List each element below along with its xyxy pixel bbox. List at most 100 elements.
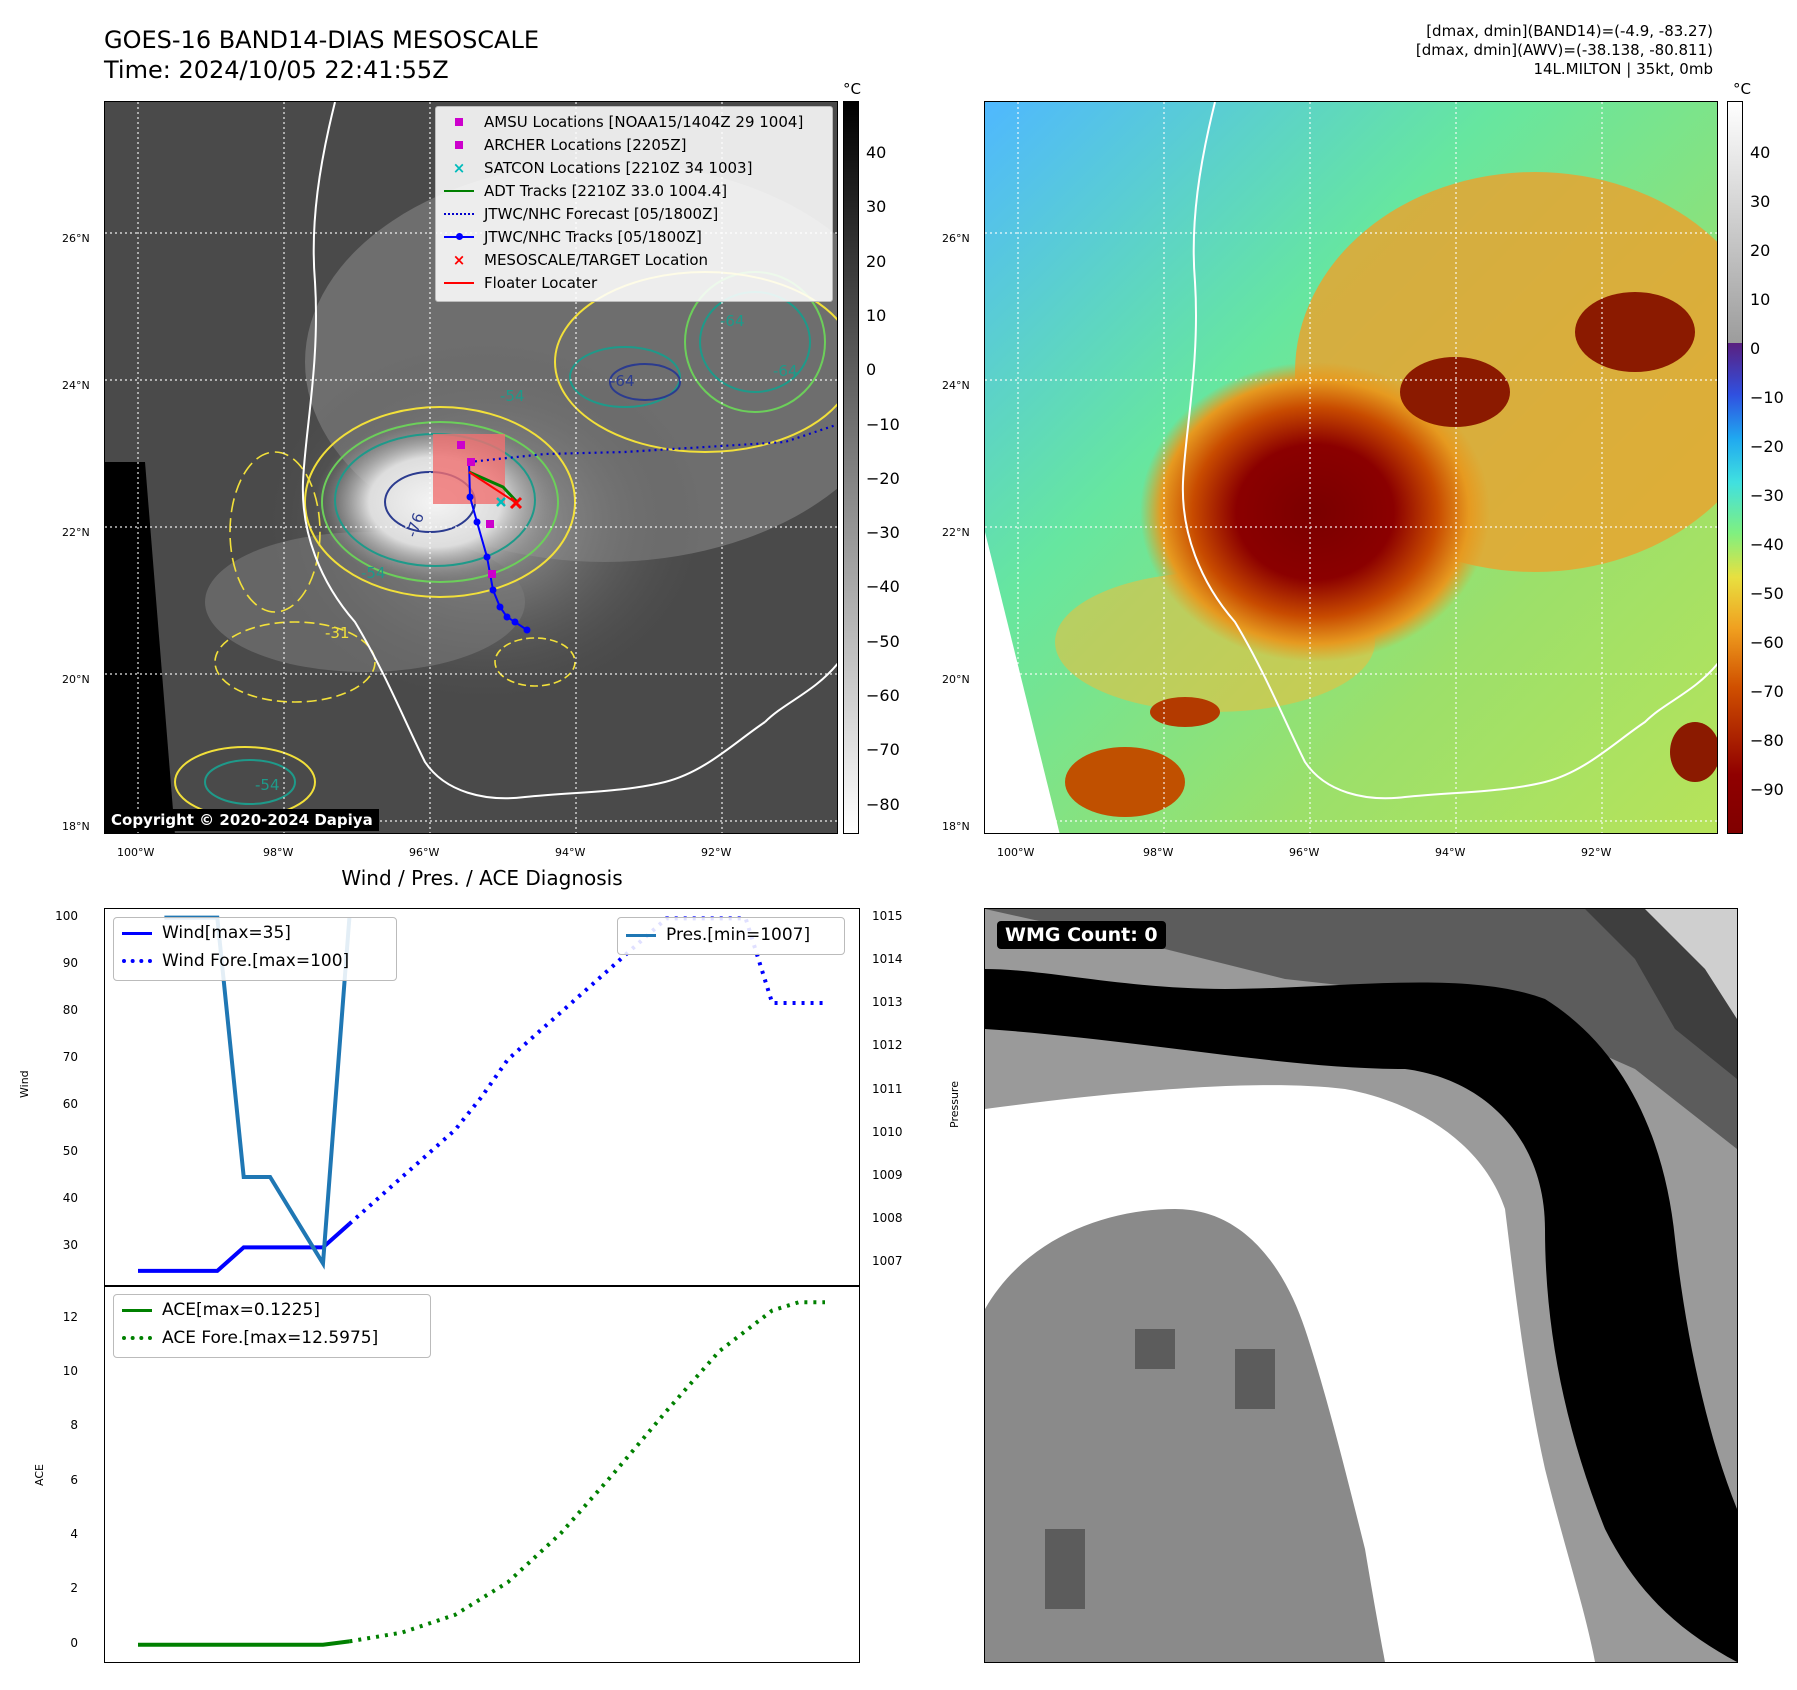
legend-item: AMSU Locations [NOAA15/1404Z 29 1004]: [444, 111, 803, 133]
ace-y-tick-label: 4: [70, 1527, 78, 1541]
colorbar-tick-label: −50: [1750, 584, 1784, 603]
wind-y-tick-label: 30: [62, 1238, 78, 1253]
wind-pressure-chart: Wind[max=35] Wind Fore.[max=100] Pres.[m…: [104, 908, 860, 1287]
contour-label: -31: [325, 624, 350, 642]
colorbar-tick-label: −70: [866, 740, 900, 760]
colorbar-tick-label: 40: [866, 143, 887, 162]
band14-map: -76 -54 -31 -64 -64 -54 -64 -54 AMSU Loc…: [104, 101, 838, 834]
wmg-panel: WMG Count: 0: [984, 908, 1738, 1663]
colorbar-tick-label: 30: [1750, 192, 1771, 211]
wind-y-tick-label: 50: [62, 1144, 78, 1159]
lon-tick-label: 92°W: [701, 846, 732, 859]
lat-tick-label: 24°N: [62, 379, 90, 392]
pressure-y-tick-label: 1010: [872, 1124, 903, 1139]
contour-label: -64: [773, 362, 798, 380]
lat-tick-label: 20°N: [942, 673, 970, 686]
colorbar-tick-label: −30: [866, 523, 900, 543]
diagnosis-title: Wind / Pres. / ACE Diagnosis: [341, 866, 623, 890]
colorbar-tick-label: −30: [1750, 486, 1784, 505]
legend-item: JTWC/NHC Tracks [05/1800Z]: [444, 226, 702, 248]
wmg-imagery: [985, 909, 1737, 1662]
wind-y-tick-label: 60: [62, 1097, 78, 1112]
wind-ylabel: Wind: [18, 1070, 31, 1098]
pressure-y-tick-label: 1013: [872, 995, 903, 1010]
colorbar-tick-label: 0: [1750, 339, 1761, 358]
pressure-y-tick-label: 1008: [872, 1211, 903, 1226]
colorbar-tick-label: −80: [866, 794, 900, 814]
wind-series-line: [138, 1222, 351, 1273]
colorbar-tick-label: −90: [1750, 780, 1784, 799]
left-colorbar-unit: °C: [843, 80, 861, 98]
pressure-legend: Pres.[min=1007]: [617, 917, 845, 955]
storm-info: 14L.MILTON | 35kt, 0mb: [1533, 60, 1713, 78]
left-colorbar: [843, 101, 859, 834]
pressure-y-tick-label: 1015: [872, 908, 903, 923]
wind-y-tick-label: 40: [62, 1191, 78, 1206]
ace-y-tick-label: 2: [70, 1581, 78, 1596]
colorbar-tick-label: −60: [1750, 633, 1784, 652]
pressure-ylabel: Pressure: [948, 1081, 961, 1128]
lat-tick-label: 18°N: [942, 820, 970, 833]
contour-label: -54: [361, 564, 386, 582]
contour-label: -54: [500, 387, 525, 405]
copyright-badge: Copyright © 2020-2024 Dapiya: [105, 809, 379, 831]
colorbar-tick-label: −20: [866, 468, 900, 488]
wmg-count-badge: WMG Count: 0: [997, 921, 1166, 949]
lat-tick-label: 22°N: [942, 526, 970, 539]
ace-series-line: [138, 1639, 350, 1647]
pressure-y-tick-label: 1011: [872, 1081, 903, 1096]
lon-tick-label: 100°W: [117, 846, 155, 859]
colorbar-tick-label: −60: [866, 686, 900, 705]
ace-y-tick-label: 10: [62, 1363, 78, 1378]
awv-imagery: [985, 102, 1717, 833]
lon-tick-label: 96°W: [1289, 846, 1320, 859]
figure-time: Time: 2024/10/05 22:41:55Z: [104, 56, 449, 84]
colorbar-tick-label: 30: [866, 197, 887, 217]
colorbar-tick-label: −50: [866, 631, 900, 651]
colorbar-tick-label: −80: [1750, 731, 1784, 750]
legend-item: ADT Tracks [2210Z 33.0 1004.4]: [444, 180, 727, 202]
legend-item: Wind[max=35]: [122, 922, 291, 944]
colorbar-tick-label: 20: [1750, 241, 1771, 260]
ace-legend: ACE[max=0.1225] ACE Fore.[max=12.5975]: [113, 1294, 431, 1358]
band14-range: [dmax, dmin](BAND14)=(-4.9, -83.27): [1426, 22, 1713, 40]
lat-tick-label: 20°N: [62, 673, 90, 686]
contour-label: -64: [610, 372, 635, 390]
lon-tick-label: 98°W: [263, 846, 294, 859]
lon-tick-label: 94°W: [555, 846, 586, 859]
legend-item: ARCHER Locations [2205Z]: [444, 134, 687, 156]
contour-label: -54: [255, 776, 280, 794]
figure-title: GOES-16 BAND14-DIAS MESOSCALE: [104, 26, 540, 54]
ace-y-tick-label: 0: [70, 1635, 78, 1650]
pressure-y-tick-label: 1014: [872, 951, 903, 966]
colorbar-tick-label: −40: [1750, 535, 1784, 554]
colorbar-tick-label: 0: [866, 360, 877, 380]
legend-item: Wind Fore.[max=100]: [122, 950, 349, 972]
lon-tick-label: 94°W: [1435, 846, 1466, 859]
wind-y-tick-label: 70: [62, 1050, 78, 1065]
colorbar-tick-label: −70: [1750, 682, 1784, 701]
wind-y-tick-label: 80: [62, 1003, 78, 1018]
awv-map: [984, 101, 1718, 834]
legend-item: JTWC/NHC Forecast [05/1800Z]: [444, 203, 718, 225]
pressure-y-tick-label: 1012: [872, 1038, 903, 1053]
ace-y-tick-label: 12: [62, 1309, 78, 1324]
lat-tick-label: 22°N: [62, 526, 90, 539]
ace-y-tick-label: 6: [70, 1472, 78, 1487]
legend-item: ACE[max=0.1225]: [122, 1299, 320, 1321]
lat-tick-label: 24°N: [942, 379, 970, 392]
legend-item: Pres.[min=1007]: [626, 924, 810, 946]
right-colorbar: [1727, 101, 1743, 834]
legend-item: Floater Locater: [444, 272, 597, 294]
lon-tick-label: 96°W: [409, 846, 440, 859]
lat-tick-label: 18°N: [62, 820, 90, 833]
legend-item: ACE Fore.[max=12.5975]: [122, 1327, 378, 1349]
ace-plot: [138, 1300, 825, 1647]
ace-forecast-line: [349, 1300, 825, 1644]
pressure-y-tick-label: 1009: [872, 1167, 903, 1182]
contour-label: -64: [720, 312, 745, 330]
pressure-y-tick-label: 1007: [872, 1254, 903, 1269]
legend-item: × MESOSCALE/TARGET Location: [452, 251, 709, 269]
wind-forecast-line: [348, 916, 825, 1226]
colorbar-tick-label: −10: [866, 414, 900, 434]
